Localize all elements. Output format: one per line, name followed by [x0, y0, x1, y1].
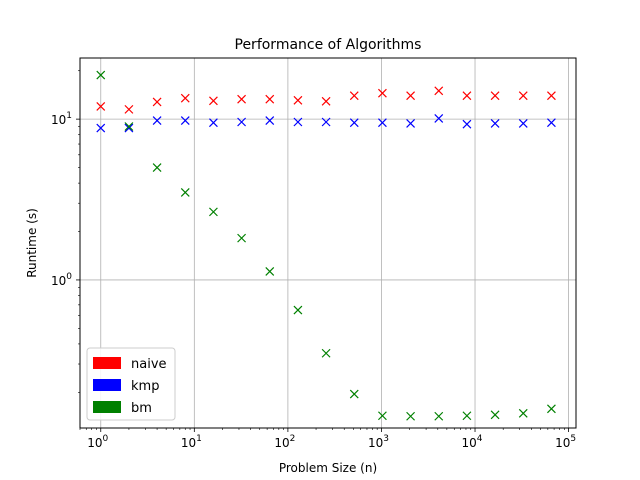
data-markers: [96, 70, 556, 421]
legend: naive kmp bm: [86, 347, 176, 421]
data-point-kmp: [208, 118, 218, 128]
data-point-naive: [265, 94, 275, 104]
data-point-bm: [208, 207, 218, 217]
legend-swatch-kmp: [93, 379, 121, 391]
plot-frame: [79, 57, 577, 429]
x-tick-label: 100: [87, 434, 108, 450]
data-point-bm: [237, 233, 247, 243]
data-point-bm: [518, 408, 528, 418]
data-point-naive: [237, 94, 247, 104]
data-point-bm: [546, 404, 556, 414]
legend-label-naive: naive: [131, 357, 167, 372]
data-point-kmp: [377, 118, 387, 128]
axis-ticks: 100 101 102 103 104 105 100 101: [51, 70, 576, 450]
data-point-kmp: [349, 118, 359, 128]
data-point-kmp: [434, 114, 444, 123]
data-point-kmp: [237, 117, 247, 127]
legend-swatch-naive: [93, 357, 121, 369]
data-point-kmp: [124, 123, 134, 133]
data-point-bm: [321, 348, 331, 358]
data-point-kmp: [406, 119, 416, 128]
data-point-bm: [490, 410, 500, 420]
data-point-naive: [434, 86, 444, 96]
data-point-naive: [152, 97, 162, 107]
chart-title: Performance of Algorithms: [235, 37, 422, 53]
data-point-naive: [406, 91, 416, 101]
data-point-naive: [96, 101, 106, 111]
data-point-kmp: [462, 119, 472, 129]
data-point-naive: [377, 88, 387, 98]
grid-lines: [80, 58, 576, 428]
x-tick-label: 103: [368, 434, 389, 450]
x-tick-label: 102: [274, 434, 295, 450]
data-point-bm: [434, 411, 444, 421]
data-point-naive: [349, 91, 359, 101]
x-tick-label: 101: [181, 434, 202, 450]
legend-swatch-bm: [93, 401, 121, 413]
data-point-naive: [490, 91, 500, 101]
data-point-kmp: [265, 116, 275, 125]
x-axis-label: Problem Size (n): [279, 461, 377, 475]
y-tick-label: 101: [51, 111, 72, 127]
data-point-bm: [180, 188, 190, 197]
data-point-kmp: [180, 116, 190, 125]
data-point-kmp: [293, 117, 303, 127]
data-point-naive: [293, 95, 303, 105]
data-point-naive: [546, 91, 556, 101]
x-tick-label: 104: [462, 434, 483, 450]
data-point-kmp: [321, 117, 331, 127]
y-tick-label: 100: [51, 272, 72, 288]
data-point-bm: [377, 411, 387, 421]
data-point-naive: [321, 96, 331, 106]
y-axis-label: Runtime (s): [25, 208, 39, 278]
data-point-bm: [349, 389, 359, 399]
data-point-bm: [124, 122, 134, 131]
data-point-naive: [462, 91, 472, 101]
data-point-bm: [152, 163, 162, 172]
data-point-kmp: [490, 119, 500, 128]
data-point-kmp: [518, 119, 528, 128]
data-point-naive: [518, 91, 528, 101]
data-point-bm: [293, 305, 303, 315]
data-point-kmp: [152, 116, 162, 125]
data-point-bm: [462, 411, 472, 421]
x-tick-label: 105: [555, 434, 576, 450]
data-point-naive: [124, 104, 134, 114]
legend-label-bm: bm: [131, 401, 152, 416]
data-point-kmp: [96, 123, 106, 133]
legend-label-kmp: kmp: [131, 379, 159, 394]
data-point-kmp: [546, 118, 556, 128]
data-point-naive: [208, 96, 218, 106]
data-point-naive: [180, 93, 190, 103]
data-point-bm: [265, 266, 275, 276]
data-point-bm: [406, 411, 416, 421]
data-point-bm: [96, 70, 106, 80]
